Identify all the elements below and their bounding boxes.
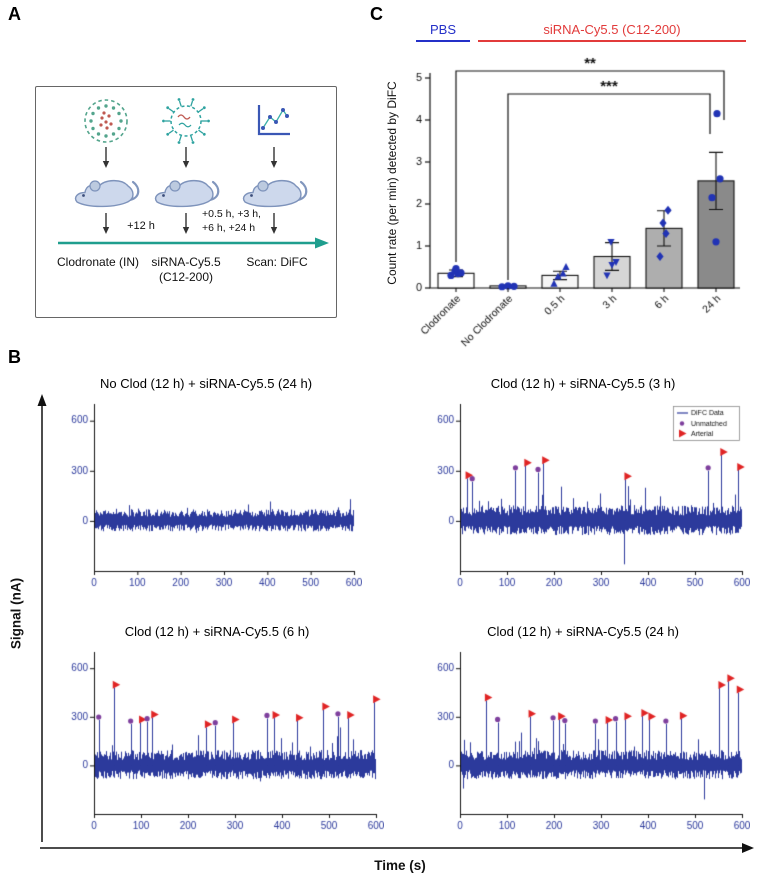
signal-axis-arrow (37, 394, 47, 842)
pbs-group-label: PBS (429, 22, 456, 37)
panel-a-graphics (58, 98, 329, 249)
timeline-delay-label-2: +0.5 h, +3 h, +6 h, +24 h (202, 208, 261, 234)
subplot-title-clod-3h: Clod (12 h) + siRNA-Cy5.5 (3 h) (490, 376, 676, 391)
panel-a-label: A (8, 4, 21, 24)
sirna-underline (478, 40, 746, 42)
subplot-clod-24h: Clod (12 h) + siRNA-Cy5.5 (24 h) (416, 622, 750, 846)
subplot-title-clod-6h: Clod (12 h) + siRNA-Cy5.5 (6 h) (124, 624, 310, 639)
panel-a-schematic-box: +12 h +0.5 h, +3 h, +6 h, +24 h Clodrona… (35, 86, 337, 318)
subplot-title-noclod-24h: No Clod (12 h) + siRNA-Cy5.5 (24 h) (99, 376, 313, 391)
down-arrow-icon (270, 146, 278, 169)
subplot-clod-6h: Clod (12 h) + siRNA-Cy5.5 (6 h) (50, 622, 384, 846)
caption-clodronate: Clodronate (IN) (56, 255, 140, 269)
mouse-icon (74, 179, 140, 208)
down-arrow-icon (102, 212, 110, 235)
mouse-icon (154, 179, 220, 208)
difc-scan-icon (257, 105, 290, 136)
subplot-title-clod-24h: Clod (12 h) + siRNA-Cy5.5 (24 h) (487, 624, 679, 639)
liposome-icon (84, 99, 128, 143)
down-arrow-icon (182, 212, 190, 235)
sirna-lnp-icon (162, 98, 210, 144)
panel-b-label: B (8, 347, 21, 367)
time-axis-label: Time (s) (374, 858, 426, 873)
caption-sirna: siRNA-Cy5.5 (C12-200) (151, 255, 221, 284)
down-arrow-icon (182, 146, 190, 169)
caption-scan-difc: Scan: DiFC (246, 255, 308, 269)
signal-axis-label: Signal (nA) (8, 577, 24, 650)
count-rate-bar-chart-canvas (378, 50, 753, 360)
mouse-icon (242, 179, 308, 208)
difc-trace-canvas-clod-6h (50, 644, 384, 844)
subplot-clod-3h: Clod (12 h) + siRNA-Cy5.5 (3 h) (416, 374, 750, 604)
sirna-group-label: siRNA-Cy5.5 (C12-200) (543, 22, 681, 37)
difc-trace-canvas-noclod-24h (50, 396, 362, 601)
timeline-arrow (58, 237, 329, 249)
difc-trace-canvas-clod-3h (416, 396, 750, 601)
timeline-delay-label-1: +12 h (127, 220, 155, 232)
time-axis-arrow (40, 843, 754, 853)
down-arrow-icon (102, 146, 110, 169)
subplot-noclod-24h: No Clod (12 h) + siRNA-Cy5.5 (24 h) (50, 374, 362, 604)
panel-c-label: C (370, 4, 383, 24)
pbs-underline (416, 40, 470, 43)
difc-trace-canvas-clod-24h (416, 644, 750, 844)
